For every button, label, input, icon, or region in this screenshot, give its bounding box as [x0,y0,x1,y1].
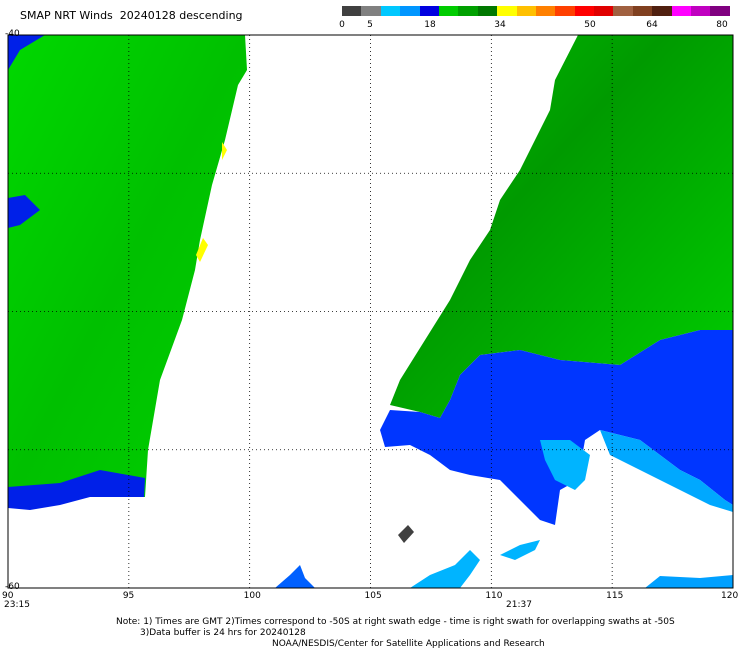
right-swath-cyan-edge [600,430,733,512]
right-swath-cyan-patch [540,440,590,490]
longitude-tick-label: 95 [122,591,135,601]
map-title: SMAP NRT Winds 20240128 descending [20,9,243,22]
scale-segment [380,6,401,16]
swath-time-left: 23:15 [4,600,30,610]
wind-swaths [8,35,733,588]
map-frame [7,34,734,589]
left-swath-blue-mid [8,195,40,228]
scale-segment [477,6,498,16]
note-line-3: NOAA/NESDIS/Center for Satellite Applica… [272,639,545,649]
scale-label: 50 [584,20,596,30]
scale-label: 80 [716,20,728,30]
longitude-tick-label: 110 [485,591,503,601]
scale-segment [613,6,633,16]
bottom-cyan-patch-1 [410,550,480,588]
scale-label: 0 [339,20,345,30]
scale-segment [691,6,711,16]
scale-label: 34 [494,20,506,30]
scale-segment [400,6,420,16]
scale-segment [652,6,672,16]
scale-label: 64 [646,20,658,30]
left-swath-blue-upper [8,35,45,70]
scale-segment [555,6,575,16]
longitude-tick-label: 105 [364,591,382,601]
right-swath-green [390,35,733,418]
scale-segment [594,6,614,16]
scale-segment [535,6,556,16]
scale-segment [671,6,692,16]
left-swath-yellow-2 [196,238,208,262]
longitude-tick-label: 115 [606,591,624,601]
scale-segment [497,6,517,16]
gray-patch [398,525,414,543]
scale-segment [574,6,595,16]
scale-segment [342,6,362,16]
longitude-tick-label: 120 [721,591,739,601]
latitude-tick-label: -60 [5,582,20,592]
left-swath-yellow-1 [222,142,227,160]
wind-speed-color-scale [342,6,730,16]
note-line-1: Note: 1) Times are GMT 2)Times correspon… [116,617,675,627]
scale-segment [438,6,459,16]
bottom-blue-patch-left [275,565,315,588]
bottom-cyan-patch-3 [645,575,733,588]
scale-segment [632,6,653,16]
longitude-tick-label: 90 [2,591,14,601]
scale-segment [419,6,439,16]
scale-segment [361,6,381,16]
note-line-2: 3)Data buffer is 24 hrs for 20240128 [140,628,306,638]
left-swath-blue-bottom [8,470,145,510]
scale-segment [710,6,730,16]
scale-segment [516,6,536,16]
color-scale-labels: 0 5 18 34 50 64 80 [330,20,740,32]
lat-lon-grid [8,35,733,588]
bottom-cyan-patch-2 [500,540,540,560]
scale-segment [458,6,478,16]
scale-label: 18 [424,20,436,30]
left-swath-green [8,35,247,497]
scale-label: 5 [367,20,373,30]
swath-time-right: 21:37 [506,600,532,610]
longitude-tick-label: 100 [243,591,261,601]
right-swath-blue [380,330,733,525]
latitude-tick-label: -40 [5,29,20,39]
